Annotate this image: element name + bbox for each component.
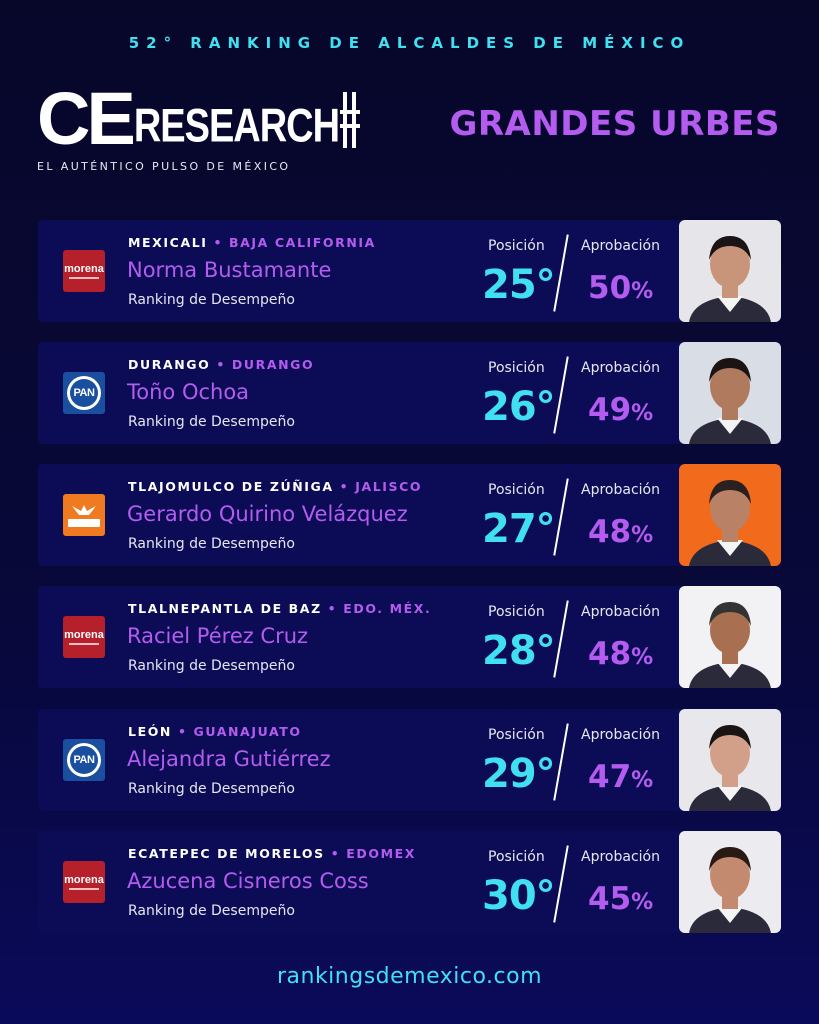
state-name: DURANGO	[231, 357, 315, 372]
mayor-name: Azucena Cisneros Coss	[127, 869, 369, 893]
position-value: 26°	[482, 384, 556, 430]
state-name: JALISCO	[355, 479, 423, 494]
mayor-name: Norma Bustamante	[127, 258, 332, 282]
ranking-subtitle: Ranking de Desempeño	[128, 781, 295, 797]
position-value: 28°	[482, 628, 556, 674]
ranking-card: morena TLALNEPANTLA DE BAZ • EDO. MÉX. R…	[38, 586, 781, 688]
mayor-photo	[679, 342, 781, 444]
position-label: Posición	[488, 238, 545, 254]
logo-tagline: EL AUTÉNTICO PULSO DE MÉXICO	[37, 160, 291, 173]
position-value: 25°	[482, 262, 556, 308]
mayor-name: Toño Ochoa	[127, 380, 250, 404]
logo-research: RESEARCH	[133, 100, 340, 153]
ranking-card: PAN DURANGO • DURANGO Toño Ochoa Ranking…	[38, 342, 781, 444]
footer-url[interactable]: rankingsdemexico.com	[276, 964, 543, 989]
morena-logo-icon: morena	[63, 861, 105, 903]
morena-logo-icon: morena	[63, 250, 105, 292]
approval-label: Aprobación	[581, 604, 660, 620]
mayor-name: Gerardo Quirino Velázquez	[127, 502, 408, 526]
position-label: Posición	[488, 849, 545, 865]
city-name: DURANGO	[128, 357, 211, 372]
location: MEXICALI • BAJA CALIFORNIA	[128, 235, 376, 250]
divider	[553, 600, 569, 678]
ranking-subtitle: Ranking de Desempeño	[128, 414, 295, 430]
location: ECATEPEC DE MORELOS • EDOMEX	[128, 846, 417, 861]
mayor-photo	[679, 586, 781, 688]
location: LEÓN • GUANAJUATO	[128, 724, 302, 739]
divider	[553, 478, 569, 556]
city-name: ECATEPEC DE MORELOS	[128, 846, 325, 861]
position-value: 29°	[482, 751, 556, 797]
ranking-subtitle: Ranking de Desempeño	[128, 903, 295, 919]
state-name: EDOMEX	[346, 846, 417, 861]
state-name: EDO. MÉX.	[343, 601, 432, 616]
divider	[553, 356, 569, 434]
divider	[553, 234, 569, 312]
approval-label: Aprobación	[581, 482, 660, 498]
ranking-card: morena MEXICALI • BAJA CALIFORNIA Norma …	[38, 220, 781, 322]
approval-label: Aprobación	[581, 360, 660, 376]
mayor-name: Alejandra Gutiérrez	[127, 747, 331, 771]
mayor-photo	[679, 464, 781, 566]
ranking-card: morena ECATEPEC DE MORELOS • EDOMEX Azuc…	[38, 831, 781, 933]
ce-research-logo: CE RESEARCH EL AUTÉNTICO PULSO DE MÉXICO	[37, 77, 361, 173]
divider	[553, 723, 569, 801]
state-name: GUANAJUATO	[193, 724, 302, 739]
mayor-photo	[679, 831, 781, 933]
approval-label: Aprobación	[581, 849, 660, 865]
logo-ce: CE	[37, 77, 136, 160]
location: TLAJOMULCO DE ZÚÑIGA • JALISCO	[128, 479, 423, 494]
movimiento-ciudadano-logo-icon	[63, 494, 105, 536]
ranking-subtitle: Ranking de Desempeño	[128, 292, 295, 308]
mayor-photo	[679, 220, 781, 322]
position-value: 27°	[482, 506, 556, 552]
approval-value: 48%	[588, 636, 654, 672]
city-name: TLALNEPANTLA DE BAZ	[128, 601, 322, 616]
position-label: Posición	[488, 360, 545, 376]
approval-value: 50%	[588, 270, 654, 306]
ranking-card: TLAJOMULCO DE ZÚÑIGA • JALISCO Gerardo Q…	[38, 464, 781, 566]
city-name: MEXICALI	[128, 235, 208, 250]
position-label: Posición	[488, 727, 545, 743]
position-label: Posición	[488, 482, 545, 498]
approval-value: 48%	[588, 514, 654, 550]
location: DURANGO • DURANGO	[128, 357, 315, 372]
position-label: Posición	[488, 604, 545, 620]
ranking-banner: 52° RANKING DE ALCALDES DE MÉXICO	[128, 34, 691, 52]
state-name: BAJA CALIFORNIA	[229, 235, 376, 250]
ranking-subtitle: Ranking de Desempeño	[128, 658, 295, 674]
mayor-name: Raciel Pérez Cruz	[127, 624, 309, 648]
logo-wordmark: CE RESEARCH	[37, 77, 361, 160]
pan-logo-icon: PAN	[63, 739, 105, 781]
divider	[553, 845, 569, 923]
section-title: GRANDES URBES	[449, 104, 780, 144]
approval-label: Aprobación	[581, 727, 660, 743]
location: TLALNEPANTLA DE BAZ • EDO. MÉX.	[128, 601, 432, 616]
pan-logo-icon: PAN	[63, 372, 105, 414]
ranking-subtitle: Ranking de Desempeño	[128, 536, 295, 552]
mayor-photo	[679, 709, 781, 811]
approval-label: Aprobación	[581, 238, 660, 254]
position-value: 30°	[482, 873, 556, 919]
city-name: LEÓN	[128, 724, 172, 739]
approval-value: 49%	[588, 392, 654, 428]
city-name: TLAJOMULCO DE ZÚÑIGA	[128, 479, 334, 494]
morena-logo-icon: morena	[63, 616, 105, 658]
ranking-card: PAN LEÓN • GUANAJUATO Alejandra Gutiérre…	[38, 709, 781, 811]
approval-value: 47%	[588, 759, 654, 795]
approval-value: 45%	[588, 881, 654, 917]
